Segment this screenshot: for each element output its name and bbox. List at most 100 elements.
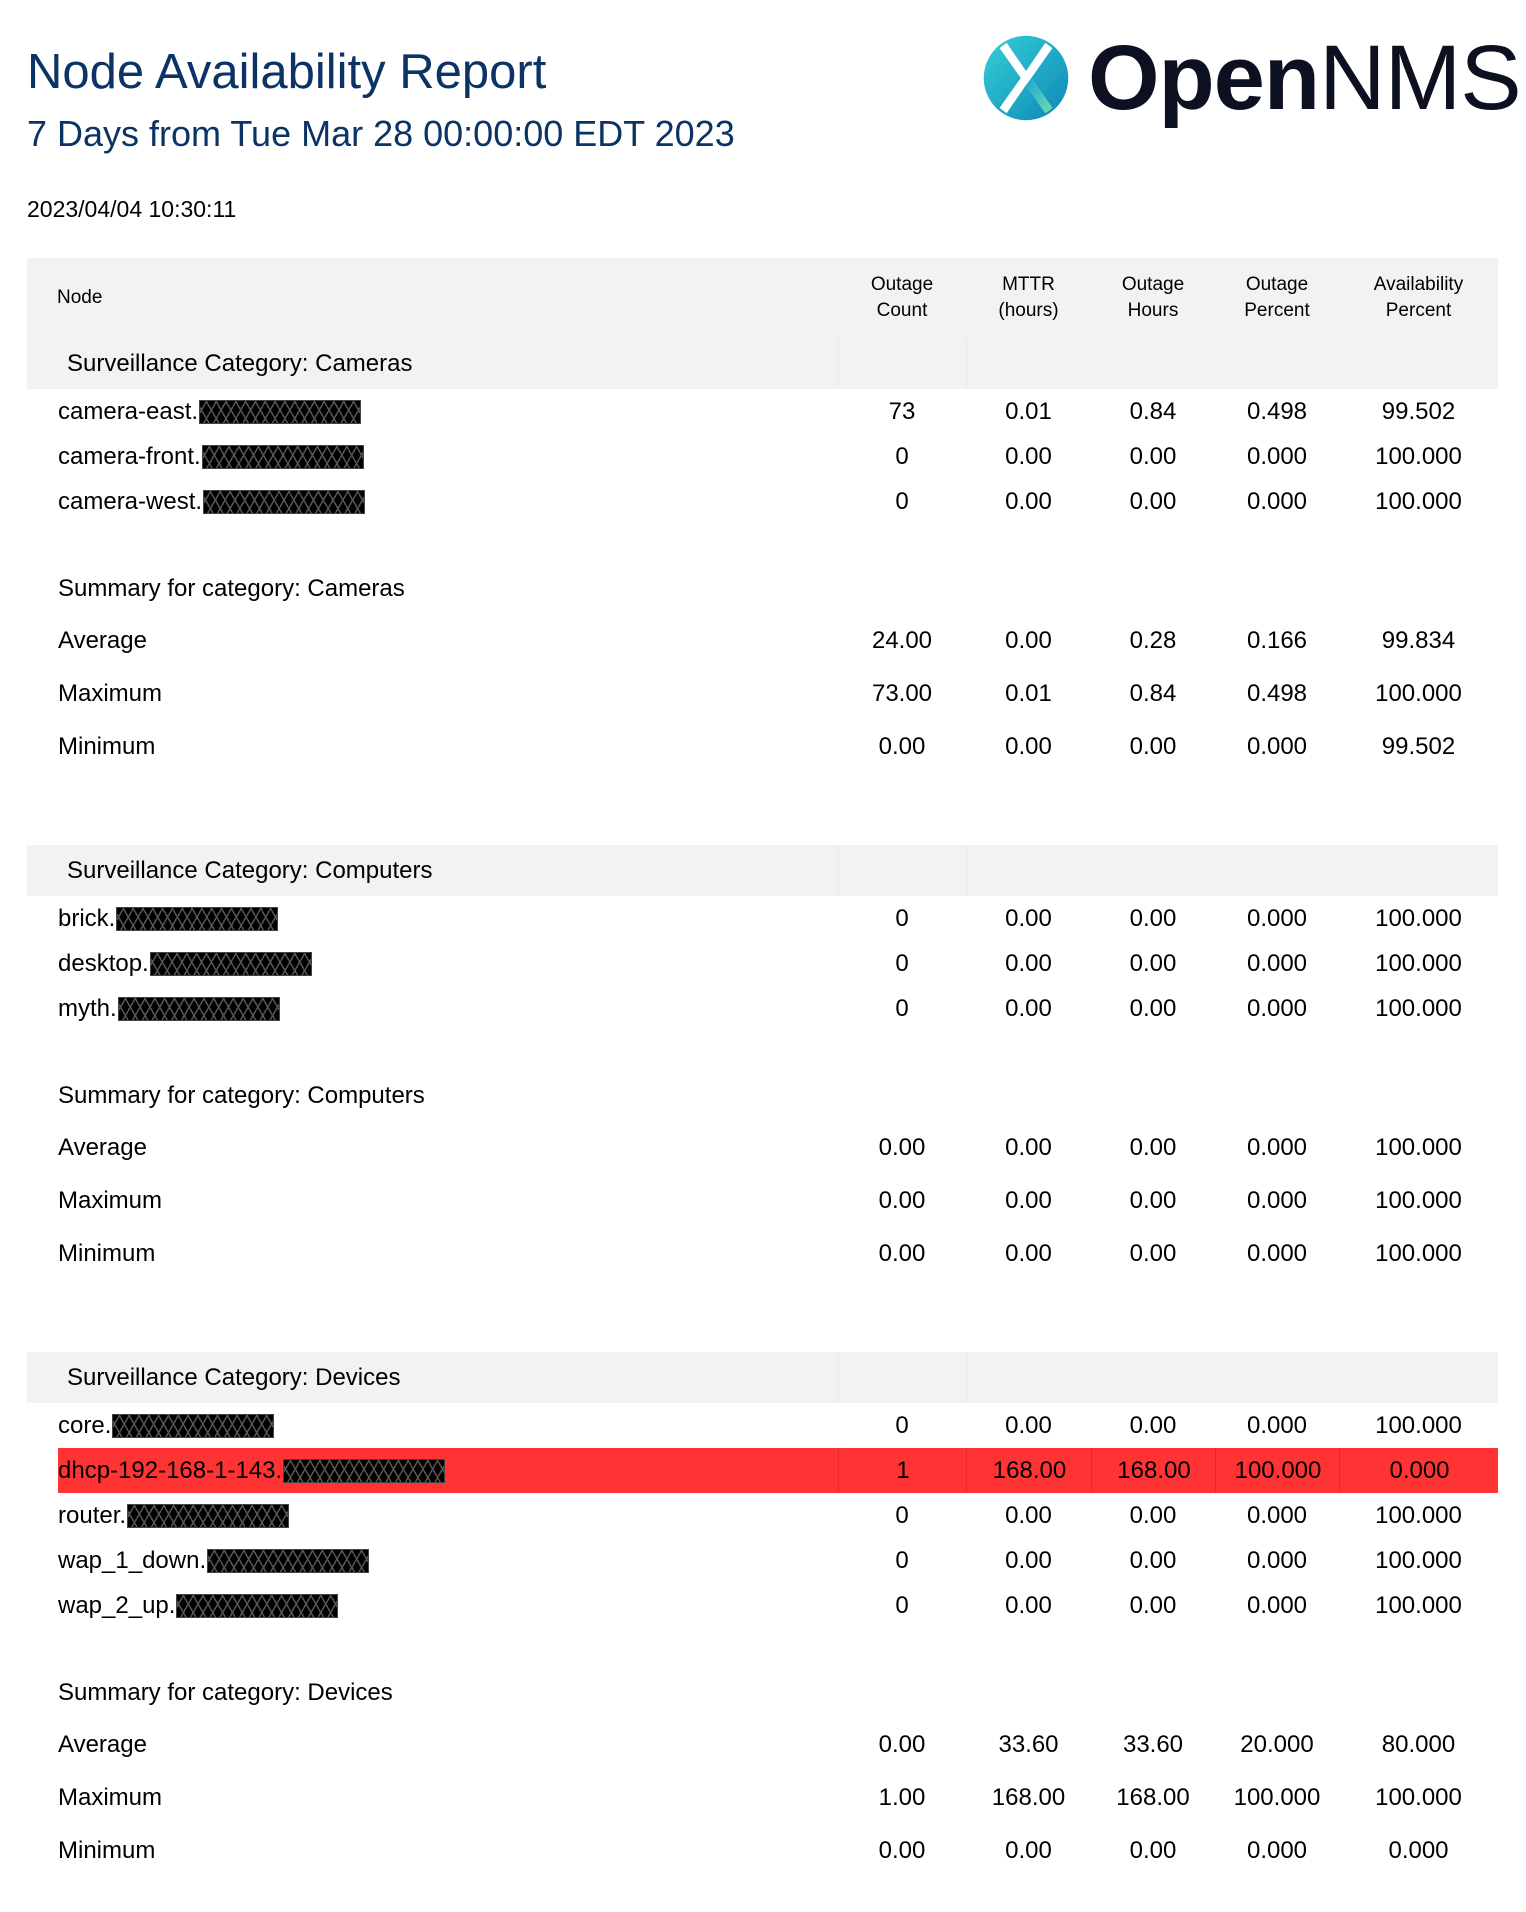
summary-stat-label: Average [58, 626, 147, 654]
summary-label: Summary for category: Devices [58, 1679, 393, 1706]
cell-value: 0.00 [1129, 1501, 1177, 1529]
cell-value: 0.00 [1005, 1501, 1052, 1529]
summary-value: 20.000 [1240, 1730, 1314, 1758]
logo-text-nms: NMS [1319, 26, 1521, 129]
table-row: camera-front. 0 0.00 0.00 0.000 100.000 [27, 434, 1498, 479]
cell-value: 100.000 [1215, 1448, 1340, 1493]
summary-value: 0.00 [1005, 1133, 1052, 1161]
cell-value: 0 [895, 949, 909, 977]
cell-value: 0.498 [1246, 397, 1308, 425]
redacted-domain [117, 996, 280, 1021]
summary-value: 0.00 [1129, 1133, 1177, 1161]
cell-value: 0.00 [1005, 1411, 1052, 1439]
summary-value: 99.502 [1381, 732, 1456, 760]
cell-value: 0.000 [1246, 1591, 1308, 1619]
summary-label-row: Summary for category: Cameras [27, 564, 1498, 614]
redacted-domain [116, 906, 279, 931]
cell-value: 0.00 [1005, 994, 1052, 1022]
cell-value: 100.000 [1375, 904, 1462, 932]
cell-value: 0 [895, 442, 909, 470]
node-name[interactable]: myth. [58, 994, 117, 1022]
summary-row: Average 24.00 0.00 0.28 0.166 99.834 [27, 614, 1498, 667]
summary-value: 0.00 [878, 1730, 926, 1758]
summary-row: Minimum 0.00 0.00 0.00 0.000 99.502 [27, 720, 1498, 773]
summary-value: 0.000 [1388, 1836, 1449, 1864]
table-row: desktop. 0 0.00 0.00 0.000 100.000 [27, 941, 1498, 986]
column-header: Outage Hours [1121, 274, 1185, 321]
summary-row: Maximum 1.00 168.00 168.00 100.000 100.000 [27, 1771, 1498, 1824]
node-name[interactable]: camera-west. [58, 487, 203, 515]
cell-value: 0.84 [1129, 397, 1177, 425]
redacted-domain [149, 951, 312, 976]
redacted-domain [112, 1413, 275, 1438]
category-label: Surveillance Category: Devices [67, 1363, 401, 1391]
cell-value: 0.01 [1005, 397, 1052, 425]
table-row: brick. 0 0.00 0.00 0.000 100.000 [27, 896, 1498, 941]
summary-value: 0.00 [1005, 1186, 1052, 1214]
summary-value: 0.166 [1246, 626, 1308, 654]
summary-value: 0.28 [1129, 626, 1177, 654]
node-name[interactable]: camera-east. [58, 397, 199, 425]
summary-stat-label: Maximum [58, 1783, 163, 1811]
cell-value: 100.000 [1375, 1501, 1462, 1529]
column-header: Node [57, 287, 103, 308]
summary-value: 0.01 [1005, 679, 1052, 707]
node-name[interactable]: dhcp-192-168-1-143. [58, 1456, 283, 1484]
cell-value: 0.000 [1246, 949, 1308, 977]
node-name[interactable]: wap_1_down. [58, 1546, 207, 1574]
cell-value: 0.00 [1129, 949, 1177, 977]
cell-value: 0.00 [1129, 1546, 1177, 1574]
node-name[interactable]: camera-front. [58, 442, 201, 470]
table-row: camera-west. 0 0.00 0.00 0.000 100.000 [27, 479, 1498, 524]
table-row: wap_1_down. 0 0.00 0.00 0.000 100.000 [27, 1538, 1498, 1583]
summary-value: 0.000 [1246, 1239, 1308, 1267]
summary-value: 0.00 [878, 1836, 926, 1864]
summary-row: Average 0.00 33.60 33.60 20.000 80.000 [27, 1718, 1498, 1771]
opennms-logo: OpenNMS [982, 30, 1522, 125]
summary-row: Minimum 0.00 0.00 0.00 0.000 0.000 [27, 1824, 1498, 1877]
table-row: dhcp-192-168-1-143. 1 168.00 168.00 100.000 0… [27, 1448, 1498, 1493]
logo-text-open: Open [1088, 26, 1320, 129]
generated-timestamp: 2023/04/04 10:30:11 [27, 196, 237, 222]
node-name[interactable]: desktop. [58, 949, 149, 977]
availability-table: Node Outage Count MTTR (hours) Outage Hours… [27, 258, 1498, 1877]
summary-value: 80.000 [1381, 1730, 1456, 1758]
node-name[interactable]: core. [58, 1411, 112, 1439]
node-name[interactable]: wap_2_up. [58, 1591, 176, 1619]
redacted-domain [199, 399, 362, 424]
category-label: Surveillance Category: Cameras [67, 349, 413, 377]
node-name[interactable]: router. [58, 1501, 127, 1529]
summary-value: 0.00 [878, 1186, 926, 1214]
summary-stat-label: Minimum [58, 1239, 156, 1267]
node-name[interactable]: brick. [58, 904, 116, 932]
summary-value: 0.00 [1005, 1836, 1052, 1864]
summary-value: 100.000 [1375, 1186, 1462, 1214]
cell-value: 0 [895, 1501, 909, 1529]
summary-value: 33.60 [1122, 1730, 1184, 1758]
summary-value: 168.00 [991, 1783, 1066, 1811]
table-row: myth. 0 0.00 0.00 0.000 100.000 [27, 986, 1498, 1031]
redacted-domain [176, 1593, 339, 1618]
summary-value: 0.498 [1246, 679, 1308, 707]
cell-value: 100.000 [1375, 1411, 1462, 1439]
cell-value: 0 [895, 1411, 909, 1439]
cell-value: 0.00 [1005, 1591, 1052, 1619]
cell-value: 100.000 [1375, 487, 1462, 515]
summary-value: 0.00 [1129, 732, 1177, 760]
summary-value: 0.00 [1005, 732, 1052, 760]
redacted-domain [201, 444, 364, 469]
cell-value: 0.00 [1129, 1591, 1177, 1619]
summary-value: 100.000 [1375, 679, 1462, 707]
cell-value: 0.00 [1005, 487, 1052, 515]
column-header: Availability Percent [1373, 274, 1464, 321]
summary-label: Summary for category: Cameras [58, 575, 405, 602]
cell-value: 0.00 [1005, 904, 1052, 932]
summary-value: 0.84 [1129, 679, 1177, 707]
redacted-domain [127, 1503, 290, 1528]
summary-value: 0.00 [878, 1239, 926, 1267]
summary-stat-label: Maximum [58, 679, 163, 707]
cell-value: 0.00 [1129, 487, 1177, 515]
cell-value: 100.000 [1375, 442, 1462, 470]
cell-value: 0.000 [1246, 1501, 1308, 1529]
summary-value: 0.00 [1005, 1239, 1052, 1267]
